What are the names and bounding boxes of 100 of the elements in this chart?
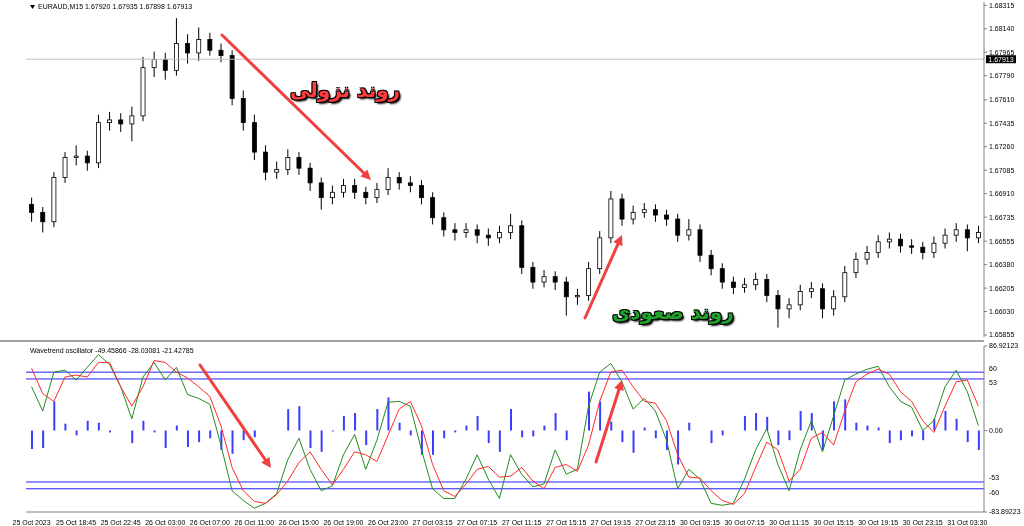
candlestick (129, 106, 135, 142)
bar (131, 430, 134, 444)
candlestick (719, 262, 725, 290)
bar (31, 430, 33, 449)
candlestick (797, 284, 803, 311)
bar (75, 430, 78, 436)
candlestick (151, 51, 157, 78)
candlestick (341, 178, 346, 199)
candlestick (296, 151, 302, 176)
candlestick (84, 150, 90, 172)
bar (654, 430, 657, 439)
bar (376, 409, 379, 431)
candlestick (162, 52, 168, 81)
bar (498, 430, 501, 452)
candlestick (686, 218, 692, 242)
candlestick (196, 26, 202, 62)
candlestick (630, 205, 636, 225)
candlestick (942, 227, 948, 250)
bar (443, 430, 446, 439)
candlestick (107, 111, 113, 132)
candlestick (619, 193, 625, 227)
candlestick (441, 211, 447, 237)
candlestick (29, 197, 35, 223)
candlestick (675, 213, 681, 243)
bar (510, 409, 512, 431)
bar (365, 430, 368, 446)
candlestick (853, 252, 859, 279)
bar (186, 430, 189, 447)
bar (955, 418, 958, 431)
bar (788, 430, 791, 441)
candlestick (563, 276, 569, 317)
candlestick (530, 261, 536, 290)
bar (977, 430, 980, 450)
candlestick (953, 222, 959, 243)
candlestick (62, 151, 68, 184)
candlestick (463, 222, 469, 239)
bar (610, 421, 613, 431)
candlestick (263, 144, 268, 181)
bar (142, 420, 145, 431)
candlestick (430, 191, 436, 225)
candlestick (118, 112, 124, 133)
candlestick (875, 234, 881, 259)
candlestick (419, 179, 424, 205)
candlestick (352, 178, 358, 200)
candlestick (831, 289, 837, 317)
candlestick (40, 206, 46, 233)
bar (432, 430, 435, 455)
candlestick (285, 148, 291, 176)
bar (309, 430, 312, 448)
bar (621, 430, 624, 443)
candlestick (329, 185, 335, 205)
bar (298, 406, 301, 431)
bar (677, 430, 680, 465)
annotation: روند صعودی (612, 300, 734, 324)
bar (755, 412, 758, 431)
bar (922, 430, 925, 441)
bar (354, 412, 357, 431)
candlestick (207, 32, 213, 57)
candlestick (864, 245, 870, 266)
bar (342, 415, 345, 431)
candlestick (541, 269, 547, 288)
bar (911, 430, 914, 437)
candlestick (218, 43, 224, 63)
bar (487, 430, 490, 444)
bar (799, 411, 802, 431)
bar (554, 412, 557, 431)
bar (532, 430, 535, 437)
candlestick (552, 270, 558, 291)
bar (253, 430, 256, 438)
bar (86, 420, 89, 431)
candlestick (931, 236, 937, 259)
bar (944, 411, 947, 431)
candlestick (318, 177, 324, 211)
bar (53, 401, 56, 431)
bar (888, 430, 891, 444)
bar (710, 430, 713, 444)
candlestick (508, 213, 514, 240)
candlestick (820, 282, 825, 319)
candlestick (964, 223, 970, 252)
candlestick (374, 182, 380, 204)
bar (521, 430, 524, 438)
bar (599, 401, 602, 431)
candlestick (898, 233, 903, 254)
bar (320, 430, 323, 452)
candlestick (764, 273, 770, 303)
bar (777, 430, 780, 446)
bar (209, 430, 212, 439)
bar (899, 430, 902, 441)
candlestick (73, 144, 79, 166)
bar (198, 430, 201, 443)
candlestick (385, 167, 391, 196)
bar (743, 415, 746, 431)
bar (966, 430, 969, 443)
bar (42, 430, 45, 448)
annotation: روند نزولی (290, 78, 401, 102)
candlestick (474, 223, 480, 244)
candlestick (185, 33, 190, 65)
candlestick (708, 249, 714, 276)
bar (231, 430, 234, 454)
candlestick (775, 289, 781, 329)
